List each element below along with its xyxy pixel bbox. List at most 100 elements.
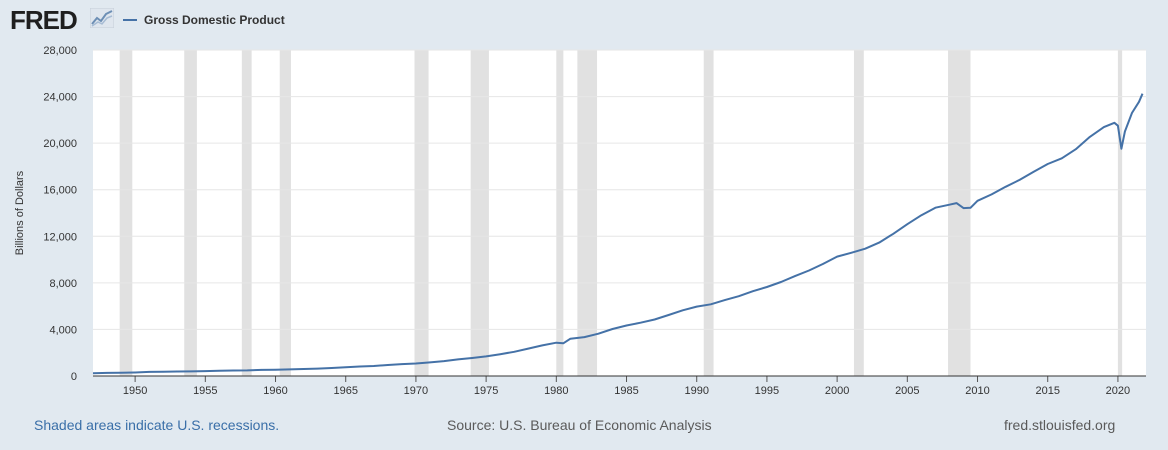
data-point-80 — [1131, 112, 1133, 114]
data-point-68 — [1004, 186, 1006, 188]
data-point-43 — [681, 309, 683, 311]
data-point-17 — [330, 367, 332, 369]
recession-band-10 — [948, 50, 971, 376]
data-point-23 — [415, 362, 417, 364]
x-tick-label-1: 1955 — [193, 385, 217, 397]
data-point-66 — [976, 200, 978, 202]
data-point-50 — [780, 281, 782, 283]
data-point-55 — [850, 252, 852, 254]
data-point-28 — [485, 355, 487, 357]
data-point-53 — [822, 263, 824, 265]
data-point-54 — [836, 255, 838, 257]
recession-note[interactable]: Shaded areas indicate U.S. recessions. — [34, 417, 280, 433]
recession-band-1 — [184, 50, 197, 376]
x-tick-label-8: 1990 — [684, 385, 708, 397]
data-point-6 — [176, 370, 178, 372]
x-tick-label-10: 2000 — [825, 385, 849, 397]
series-line-gdp[interactable] — [92, 93, 1144, 375]
y-tick-label-1: 4,000 — [49, 324, 77, 336]
data-point-62 — [948, 203, 950, 205]
data-point-42 — [667, 314, 669, 316]
data-point-40 — [639, 321, 641, 323]
data-point-73 — [1075, 148, 1077, 150]
data-point-64 — [962, 207, 964, 209]
data-point-71 — [1047, 163, 1049, 165]
data-point-7 — [190, 370, 192, 372]
data-point-49 — [766, 286, 768, 288]
recession-band-3 — [279, 50, 291, 376]
data-point-46 — [724, 299, 726, 301]
x-tick-label-13: 2015 — [1035, 385, 1059, 397]
chart-legend: Gross Domestic Product — [123, 11, 285, 29]
x-tick-label-2: 1960 — [263, 385, 287, 397]
data-point-8 — [204, 370, 206, 372]
data-point-27 — [471, 357, 473, 359]
data-point-4 — [148, 371, 150, 373]
data-point-70 — [1032, 170, 1034, 172]
legend-label[interactable]: Gross Domestic Product — [144, 13, 285, 27]
data-point-13 — [274, 368, 276, 370]
data-point-29 — [499, 353, 501, 355]
data-point-78 — [1120, 148, 1122, 150]
data-point-1 — [106, 372, 108, 374]
data-point-2 — [120, 372, 122, 374]
site-link[interactable]: fred.stlouisfed.org — [1004, 417, 1116, 433]
data-point-31 — [527, 347, 529, 349]
data-point-72 — [1061, 157, 1063, 159]
data-point-74 — [1089, 136, 1091, 138]
recession-band-5 — [470, 50, 489, 376]
y-tick-label-0: 0 — [71, 371, 77, 383]
data-point-37 — [597, 332, 599, 334]
recession-band-4 — [414, 50, 429, 376]
data-point-69 — [1018, 179, 1020, 181]
fred-logo[interactable]: FRED — [10, 5, 78, 35]
data-point-10 — [232, 369, 234, 371]
y-axis-label: Billions of Dollars — [14, 170, 26, 255]
data-point-51 — [794, 275, 796, 277]
x-tick-label-12: 2010 — [965, 385, 989, 397]
y-tick-label-2: 8,000 — [49, 278, 77, 290]
data-point-52 — [808, 269, 810, 271]
x-tick-label-4: 1970 — [404, 385, 428, 397]
data-point-44 — [696, 305, 698, 307]
data-point-45 — [710, 303, 712, 305]
data-point-82 — [1141, 92, 1143, 94]
data-point-59 — [906, 223, 908, 225]
x-tick-label-3: 1965 — [333, 385, 357, 397]
y-tick-label-7: 28,000 — [43, 45, 77, 57]
data-point-61 — [934, 207, 936, 209]
data-point-11 — [246, 369, 248, 371]
data-point-32 — [541, 344, 543, 346]
x-tick-label-14: 2020 — [1106, 385, 1130, 397]
recession-band-6 — [556, 50, 564, 376]
data-point-22 — [401, 363, 403, 365]
line-graph-icon — [90, 8, 114, 28]
recession-band-7 — [577, 50, 598, 376]
data-point-65 — [969, 207, 971, 209]
data-point-36 — [583, 336, 585, 338]
data-point-57 — [878, 241, 880, 243]
x-tick-label-5: 1975 — [474, 385, 498, 397]
data-point-79 — [1124, 130, 1126, 132]
data-point-21 — [387, 364, 389, 366]
data-point-19 — [359, 365, 361, 367]
data-point-38 — [611, 328, 613, 330]
recession-band-0 — [119, 50, 133, 376]
y-tick-label-5: 20,000 — [43, 138, 77, 150]
y-tick-label-6: 24,000 — [43, 92, 77, 104]
data-point-24 — [429, 361, 431, 363]
data-point-33 — [555, 342, 557, 344]
header: FRED Gross Domestic Product — [0, 0, 1168, 40]
x-axis: 1950 1955 1960 1965 1970 1975 1980 1985 1990 1995… — [123, 376, 1130, 397]
data-point-14 — [288, 368, 290, 370]
data-point-60 — [920, 214, 922, 216]
y-tick-label-3: 12,000 — [43, 231, 77, 243]
data-point-34 — [562, 342, 564, 344]
data-point-9 — [218, 370, 220, 372]
data-point-26 — [457, 358, 459, 360]
data-point-67 — [990, 193, 992, 195]
data-point-25 — [443, 360, 445, 362]
data-point-47 — [738, 295, 740, 297]
data-point-75 — [1103, 126, 1105, 128]
recession-band-2 — [241, 50, 252, 376]
